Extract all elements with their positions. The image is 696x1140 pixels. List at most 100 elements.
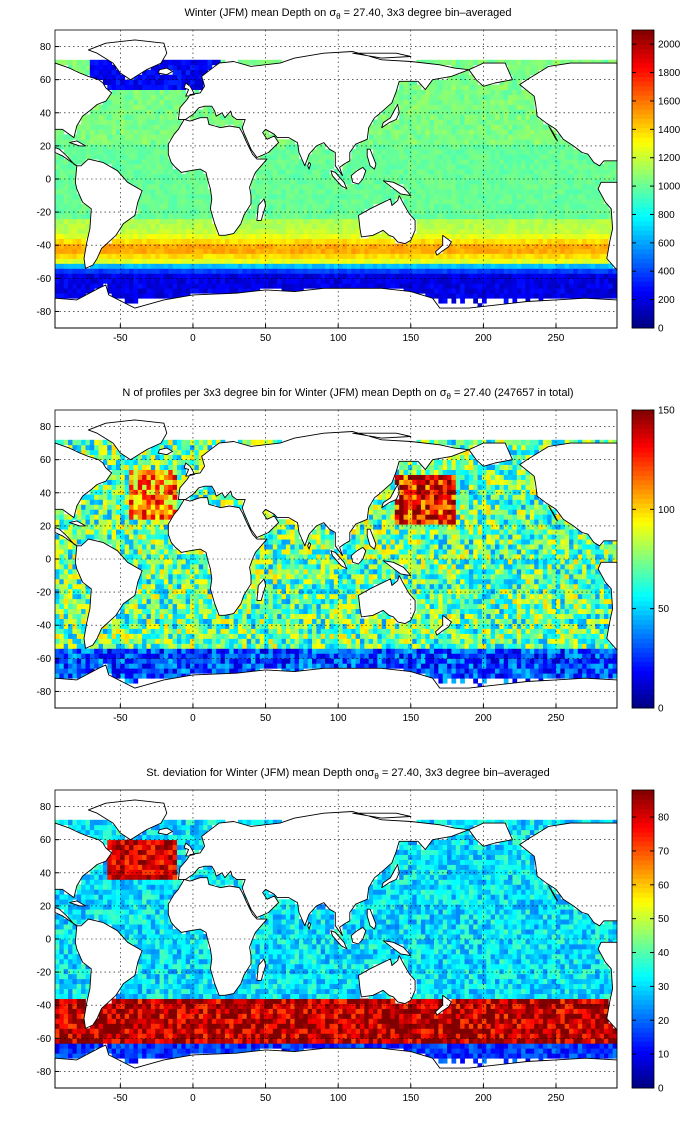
data-bin — [425, 179, 431, 185]
data-bin — [386, 149, 391, 155]
data-bin — [307, 193, 313, 200]
data-bin — [176, 273, 182, 279]
data-bin — [120, 479, 126, 485]
data-bin — [163, 293, 169, 299]
data-bin — [85, 268, 91, 274]
data-bin — [68, 444, 73, 451]
data-bin — [155, 228, 160, 235]
data-bin — [425, 188, 431, 195]
data-bin — [163, 253, 169, 259]
data-bin — [94, 109, 99, 115]
data-bin — [416, 109, 422, 115]
data-bin — [63, 144, 69, 150]
colorbar-segment — [632, 151, 654, 157]
data-bin — [538, 268, 544, 274]
data-bin — [181, 99, 187, 105]
data-bin — [211, 238, 217, 244]
data-bin — [168, 193, 174, 200]
data-bin — [198, 69, 204, 76]
data-bin — [516, 159, 522, 165]
data-bin — [142, 293, 147, 299]
colorbar-segment — [632, 244, 654, 250]
data-bin — [120, 94, 126, 100]
data-bin — [473, 79, 478, 86]
data-bin — [325, 243, 330, 249]
data-bin — [237, 278, 243, 284]
data-bin — [499, 104, 505, 110]
data-bin — [490, 203, 496, 210]
data-bin — [503, 233, 509, 239]
data-bin — [538, 218, 544, 225]
data-bin — [508, 193, 513, 200]
data-bin — [464, 169, 470, 175]
data-bin — [94, 648, 99, 654]
data-bin — [512, 134, 518, 140]
data-bin — [107, 509, 113, 515]
data-bin — [490, 253, 496, 259]
data-bin — [281, 213, 287, 220]
data-bin — [76, 213, 82, 220]
data-bin — [499, 233, 505, 239]
data-bin — [242, 288, 248, 294]
data-bin — [277, 188, 282, 195]
data-bin — [277, 243, 282, 249]
data-bin — [425, 169, 431, 175]
data-bin — [412, 84, 417, 90]
data-bin — [582, 179, 587, 185]
data-bin — [508, 273, 513, 279]
data-bin — [272, 183, 278, 190]
data-bin — [434, 159, 439, 165]
data-bin — [346, 223, 352, 230]
data-bin — [499, 193, 505, 200]
data-bin — [599, 278, 605, 284]
data-bin — [338, 263, 343, 269]
data-bin — [564, 59, 570, 66]
data-bin — [76, 638, 82, 644]
data-bin — [325, 188, 330, 195]
data-bin — [551, 169, 557, 175]
data-bin — [586, 288, 592, 294]
data-bin — [447, 218, 452, 225]
data-bin — [89, 144, 95, 150]
data-bin — [68, 283, 73, 289]
data-bin — [198, 109, 204, 115]
data-bin — [181, 198, 187, 205]
data-bin — [285, 208, 291, 215]
data-bin — [460, 94, 465, 100]
data-bin — [569, 198, 574, 205]
data-bin — [155, 218, 160, 225]
data-bin — [63, 223, 69, 230]
data-bin — [429, 79, 435, 86]
data-bin — [303, 203, 309, 210]
data-bin — [429, 233, 435, 239]
data-bin — [542, 238, 548, 244]
data-bin — [59, 593, 65, 600]
data-bin — [251, 208, 256, 215]
data-bin — [312, 198, 317, 205]
data-bin — [142, 154, 147, 160]
data-bin — [551, 243, 557, 249]
data-bin — [120, 288, 126, 294]
data-bin — [115, 258, 121, 264]
data-bin — [538, 283, 544, 289]
data-bin — [303, 243, 309, 249]
data-bin — [512, 119, 518, 125]
data-bin — [403, 99, 409, 105]
data-bin — [556, 169, 561, 175]
data-bin — [516, 69, 522, 76]
data-bin — [224, 243, 230, 249]
data-bin — [172, 218, 178, 225]
data-bin — [442, 94, 448, 100]
data-bin — [107, 484, 113, 490]
data-bin — [407, 268, 413, 274]
data-bin — [429, 203, 435, 210]
data-bin — [155, 154, 160, 160]
data-bin — [512, 79, 518, 86]
data-bin — [124, 228, 130, 235]
data-bin — [569, 228, 574, 235]
data-bin — [137, 99, 143, 105]
data-bin — [329, 179, 335, 185]
data-bin — [416, 104, 422, 110]
data-bin — [155, 134, 160, 140]
data-bin — [307, 213, 313, 220]
